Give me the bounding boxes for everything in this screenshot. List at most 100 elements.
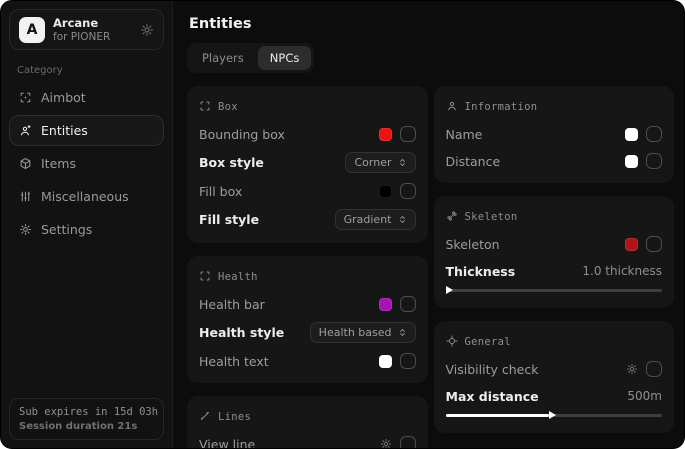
thickness-value: 1.0 thickness xyxy=(582,264,662,278)
skeleton-card: Skeleton Skeleton Thickness 1.0 thicknes… xyxy=(433,196,674,308)
lines-card-header: Lines xyxy=(199,407,416,426)
sidebar-nav: Aimbot Entities Items Miscellaneous xyxy=(9,80,164,245)
health-bar-color-swatch[interactable] xyxy=(378,297,392,311)
health-bar-row: Health bar xyxy=(199,295,416,313)
misc-sliders-icon xyxy=(19,190,32,203)
card-title: Lines xyxy=(218,410,252,423)
row-label: Name xyxy=(445,126,483,142)
gear-icon[interactable] xyxy=(140,23,154,37)
brand-logo: A xyxy=(19,16,45,43)
sidebar-item-entities[interactable]: Entities xyxy=(9,115,164,146)
skeleton-color-swatch[interactable] xyxy=(625,237,638,251)
entities-person-icon xyxy=(19,124,32,137)
health-card-header: Health xyxy=(199,267,416,286)
max-distance-slider[interactable] xyxy=(445,410,663,420)
slider-handle[interactable] xyxy=(549,411,557,419)
sidebar-item-settings[interactable]: Settings xyxy=(9,214,164,245)
subscription-info: Sub expires in 15d 03h Session duration … xyxy=(9,398,164,440)
sidebar-item-aimbot[interactable]: Aimbot xyxy=(9,82,164,113)
tab-npcs[interactable]: NPCs xyxy=(257,46,312,70)
sidebar-item-items[interactable]: Items xyxy=(9,148,164,179)
fill-box-color-swatch[interactable] xyxy=(378,184,392,198)
health-bar-checkbox[interactable] xyxy=(399,296,416,312)
right-column: Information Name Distance xyxy=(433,86,674,433)
brand-logo-letter: A xyxy=(26,21,38,38)
brand-name: Arcane xyxy=(53,16,99,30)
corners-icon xyxy=(199,97,211,116)
card-title: Information xyxy=(464,100,538,113)
health-text-row: Health text xyxy=(199,352,416,370)
box-card-header: Box xyxy=(199,97,416,116)
session-duration-text: Session duration 21s xyxy=(19,421,138,432)
settings-gear-icon xyxy=(19,223,32,236)
row-label: Box style xyxy=(199,155,264,170)
entity-tabs: Players NPCs xyxy=(187,43,315,73)
page-title: Entities xyxy=(189,16,252,32)
sidebar-item-label: Miscellaneous xyxy=(41,189,129,204)
sidebar-item-label: Aimbot xyxy=(41,90,86,105)
slider-handle[interactable] xyxy=(445,286,453,294)
max-distance-row: Max distance 500m xyxy=(446,387,663,405)
brand-card: A Arcane for PIONER xyxy=(9,9,164,50)
visibility-check-checkbox[interactable] xyxy=(646,361,662,377)
unfold-icon xyxy=(398,328,407,337)
row-label: Distance xyxy=(445,153,501,169)
distance-checkbox[interactable] xyxy=(646,153,662,169)
health-text-color-swatch[interactable] xyxy=(378,354,392,368)
row-label: Fill box xyxy=(199,183,243,199)
information-card: Information Name Distance xyxy=(433,86,674,183)
skeleton-checkbox[interactable] xyxy=(646,236,662,252)
health-style-dropdown[interactable]: Health based xyxy=(309,322,416,343)
distance-color-swatch[interactable] xyxy=(625,154,638,168)
row-label: Skeleton xyxy=(445,236,500,252)
row-label: Fill style xyxy=(199,212,260,227)
box-style-row: Box style Corner xyxy=(199,152,416,173)
fill-style-dropdown[interactable]: Gradient xyxy=(334,209,416,230)
fill-box-row: Fill box xyxy=(199,182,416,200)
name-row: Name xyxy=(445,125,662,143)
health-style-row: Health style Health based xyxy=(199,322,416,343)
bounding-box-row: Bounding box xyxy=(199,125,416,143)
health-text-checkbox[interactable] xyxy=(399,353,416,369)
fill-style-row: Fill style Gradient xyxy=(199,209,416,230)
bounding-box-checkbox[interactable] xyxy=(399,126,416,142)
sub-expiry-text: Sub expires in 15d 03h xyxy=(19,406,159,418)
view-line-checkbox[interactable] xyxy=(399,436,416,448)
box-style-dropdown[interactable]: Corner xyxy=(345,152,416,173)
row-label: View line xyxy=(199,436,256,449)
name-checkbox[interactable] xyxy=(646,126,662,142)
tab-players[interactable]: Players xyxy=(190,46,256,70)
items-cube-icon xyxy=(19,157,32,170)
thickness-slider[interactable] xyxy=(445,285,663,295)
person-info-icon xyxy=(446,97,458,116)
thickness-row: Thickness 1.0 thickness xyxy=(446,262,663,280)
sidebar-item-miscellaneous[interactable]: Miscellaneous xyxy=(9,181,164,212)
visibility-check-settings-gear-icon[interactable] xyxy=(626,363,638,375)
health-card: Health Health bar Health style Health ba… xyxy=(187,256,428,383)
lines-card: Lines View line Line to enemy xyxy=(187,396,428,448)
crosshair-icon xyxy=(446,332,458,351)
bone-icon xyxy=(446,207,458,226)
row-label: Health style xyxy=(199,325,285,340)
aimbot-crosshair-icon xyxy=(19,91,32,104)
row-label: Health bar xyxy=(199,296,265,312)
category-label: Category xyxy=(17,65,63,76)
skeleton-row: Skeleton xyxy=(445,235,662,253)
name-color-swatch[interactable] xyxy=(625,127,638,141)
card-title: Skeleton xyxy=(464,210,518,223)
card-title: Box xyxy=(218,100,238,113)
visibility-check-row: Visibility check xyxy=(445,360,662,378)
card-columns: Box Bounding box Box style Corner xyxy=(187,86,674,448)
general-card: General Visibility check Max distance 50… xyxy=(433,321,674,433)
diagonal-line-icon xyxy=(199,407,211,426)
fill-box-checkbox[interactable] xyxy=(399,183,416,199)
row-label: Visibility check xyxy=(445,361,539,377)
view-line-row: View line xyxy=(199,435,416,448)
bounding-box-color-swatch[interactable] xyxy=(378,127,392,141)
max-distance-value: 500m xyxy=(627,389,662,403)
information-card-header: Information xyxy=(446,97,663,116)
view-line-settings-gear-icon[interactable] xyxy=(380,438,392,448)
box-card: Box Bounding box Box style Corner xyxy=(187,86,428,243)
row-label: Max distance xyxy=(445,388,539,404)
